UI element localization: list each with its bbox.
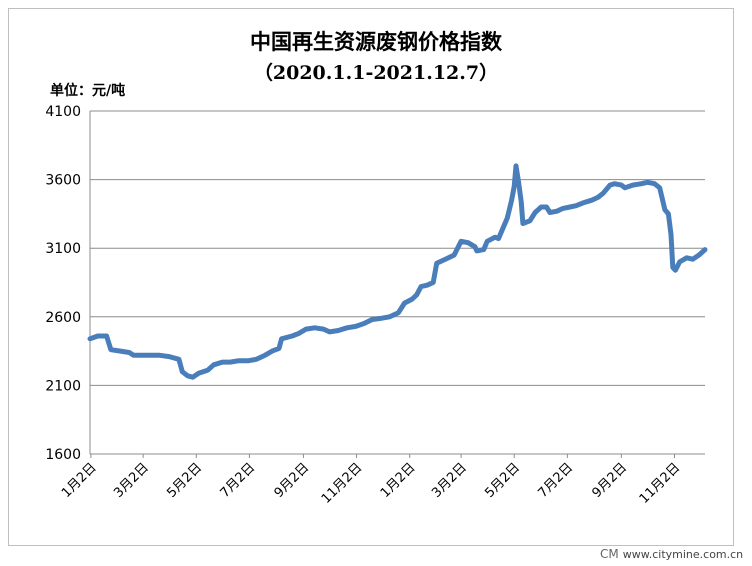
x-tick-label: 11月2日 [319,460,366,507]
x-tick-label: 1月2日 [59,460,100,501]
x-tick-label: 11月2日 [637,460,684,507]
y-tick-label: 1600 [45,447,81,463]
gridlines [90,110,705,386]
watermark: CM www.citymine.com.cn [600,545,743,563]
x-tick-labels: 1月2日 3月2日 5月2日 7月2日 9月2日 11月2日 1月2日 3月2日 5月2日 7月2… [59,460,683,507]
y-tick-label: 3600 [45,173,81,189]
citymine-logo-icon: CM [600,547,619,561]
chart-title: 中国再生资源废钢价格指数 [250,29,502,54]
x-tick-label: 3月2日 [429,460,470,501]
chart-frame [8,8,734,546]
x-tick-label: 9月2日 [590,460,631,501]
series-line [87,163,708,380]
y-tick-label: 2600 [45,310,81,326]
series-layer [87,163,708,380]
x-tick-label: 5月2日 [164,460,205,501]
watermark-text: www.citymine.com.cn [622,547,744,561]
y-axis-unit-label: 单位：元/吨 [50,83,126,99]
x-tick-label: 5月2日 [482,460,523,501]
x-tick-label: 3月2日 [111,460,152,501]
x-tick-label: 7月2日 [218,460,259,501]
y-tick-label: 4100 [45,104,81,120]
y-tick-label: 2100 [45,378,81,394]
x-tick-label: 1月2日 [378,460,419,501]
y-tick-labels: 1600 2100 2600 3100 3600 4100 [45,104,81,463]
chart-subtitle: （2020.1.1-2021.12.7） [253,62,499,84]
y-tick-label: 3100 [45,241,81,257]
x-tick-label: 7月2日 [536,460,577,501]
axes [89,111,705,458]
x-tick-label: 9月2日 [272,460,313,501]
